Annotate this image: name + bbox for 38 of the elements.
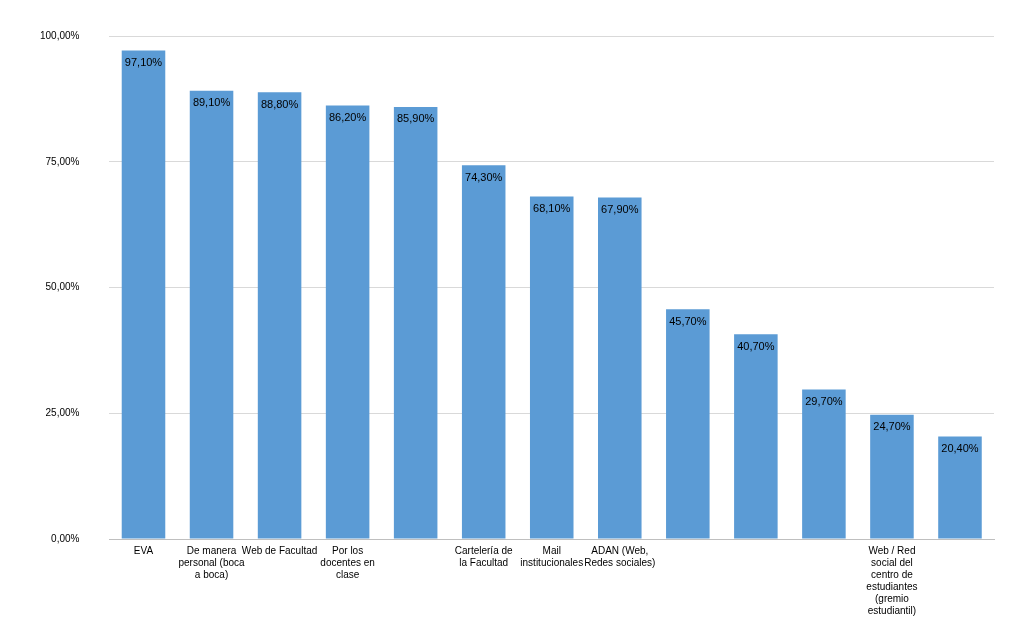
data-label: 40,70% [737,339,775,352]
bar [666,309,710,539]
x-tick-label: Web de Facultad [241,544,318,556]
y-tick-label: 75,00% [45,155,80,167]
data-label: 20,40% [941,441,979,454]
bar [529,196,574,539]
data-label: 97,10% [124,56,163,69]
data-label: 85,90% [397,112,435,125]
bar [938,436,982,539]
y-tick-label: 25,00% [45,407,80,418]
bar [257,92,302,539]
bar [121,50,166,539]
data-label: 67,90% [601,202,639,215]
data-label: 74,30% [465,170,503,183]
x-tick-label: Web / Red social del centro de estudiantes (gremio estudiantil) [866,544,918,616]
bar [189,90,234,539]
y-tick-label: 50,00% [45,281,80,293]
y-tick-label: 0,00% [51,532,80,544]
data-label: 68,10% [533,201,571,214]
x-tick-label: Por los docentes en clase [320,544,375,580]
bar [734,334,778,539]
data-label: 45,70% [669,314,707,327]
data-label: 88,80% [260,97,299,110]
bar [325,105,370,539]
x-tick-label: Mail institucionales [520,544,584,568]
data-label: 29,70% [805,395,843,408]
data-label: 86,20% [328,110,367,123]
bar [461,165,506,539]
data-label: 89,10% [192,96,231,109]
x-tick-label: ADAN (Web, Redes sociales) [584,544,656,568]
x-tick-label: Cartelería de la Facultad [454,544,514,568]
y-tick-label: 100,00% [39,29,80,41]
bar [870,414,914,539]
bar [598,197,642,539]
x-tick-label: EVA [133,544,154,556]
bar [393,106,438,539]
bar [802,389,846,539]
data-label: 24,70% [873,420,911,433]
